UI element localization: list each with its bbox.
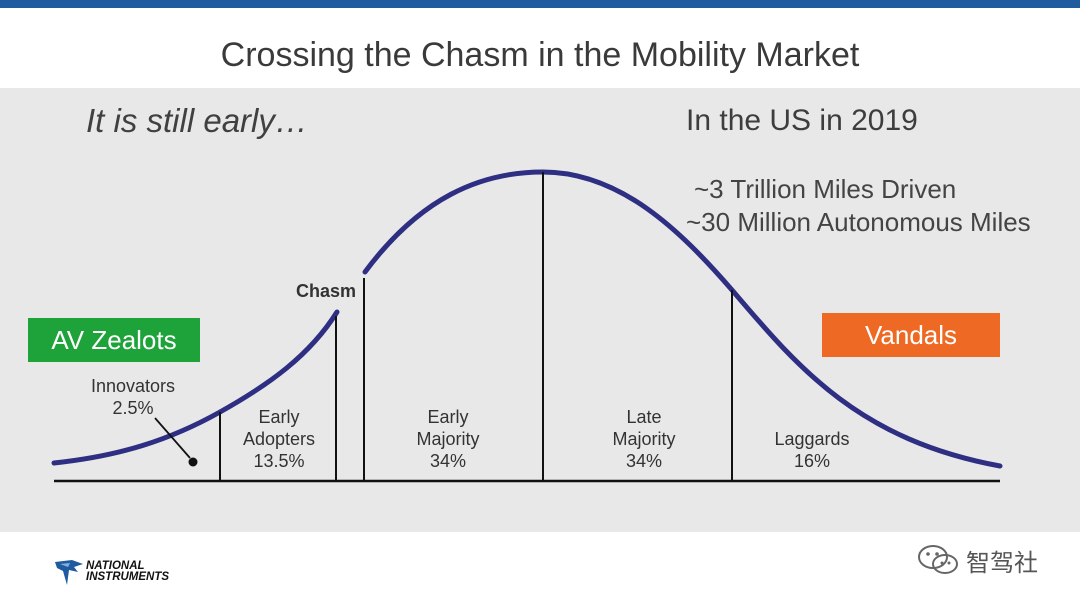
- segment-early-majority-share: 34%: [429, 451, 467, 471]
- segment-innovators-share: 2.5%: [112, 398, 154, 418]
- segment-laggards-name: Laggards: [774, 429, 850, 449]
- ni-logo: NATIONAL INSTRUMENTS: [54, 558, 169, 586]
- eagle-icon: [55, 560, 83, 585]
- slide-title: Crossing the Chasm in the Mobility Marke…: [220, 36, 860, 74]
- vandals-label: Vandals: [864, 319, 958, 350]
- segment-late-majority-share: 34%: [625, 451, 663, 471]
- tagline: It is still early…: [86, 102, 308, 139]
- segment-laggards: Laggards 16%: [748, 428, 876, 472]
- segment-early-majority-line1: Early: [427, 407, 469, 427]
- segment-late-majority: Late Majority 34%: [580, 406, 708, 472]
- ni-wordmark: NATIONAL INSTRUMENTS: [86, 560, 170, 583]
- watermark-text: 智驾社: [966, 548, 1038, 577]
- segment-late-majority-line1: Late: [626, 407, 662, 427]
- segment-early-majority: Early Majority 34%: [384, 406, 512, 472]
- watermark: 智驾社: [916, 542, 1038, 578]
- ni-wordmark-line1: NATIONAL: [86, 560, 145, 572]
- chasm-label: Chasm: [296, 281, 357, 301]
- av-zealots-label: AV Zealots: [51, 324, 177, 355]
- ni-wordmark-line2: INSTRUMENTS: [86, 571, 170, 583]
- segment-laggards-share: 16%: [793, 451, 831, 471]
- segment-late-majority-line2: Majority: [612, 429, 676, 449]
- stats-title: In the US in 2019: [686, 104, 918, 137]
- av-zealots-tag: AV Zealots: [28, 318, 200, 362]
- stat-autonomous-miles: ~30 Million Autonomous Miles: [686, 207, 1031, 237]
- content-panel: [0, 88, 1080, 532]
- segment-early-majority-line2: Majority: [416, 429, 480, 449]
- segment-early-adopters: Early Adopters 13.5%: [222, 406, 336, 472]
- wechat-icon: [918, 545, 958, 574]
- innovators-pointer: [154, 417, 191, 459]
- segment-early-adopters-share: 13.5%: [253, 451, 305, 471]
- innovators-dot: [188, 457, 198, 467]
- segment-innovators-name: Innovators: [90, 376, 176, 396]
- segment-innovators: Innovators 2.5%: [68, 375, 198, 419]
- segment-early-adopters-line2: Adopters: [242, 429, 316, 449]
- top-accent-bar: [0, 0, 1080, 8]
- stat-miles-driven: ~3 Trillion Miles Driven: [694, 174, 957, 204]
- curve-right-segment: [362, 169, 1003, 469]
- segment-early-adopters-line1: Early: [258, 407, 300, 427]
- vandals-tag: Vandals: [822, 313, 1000, 357]
